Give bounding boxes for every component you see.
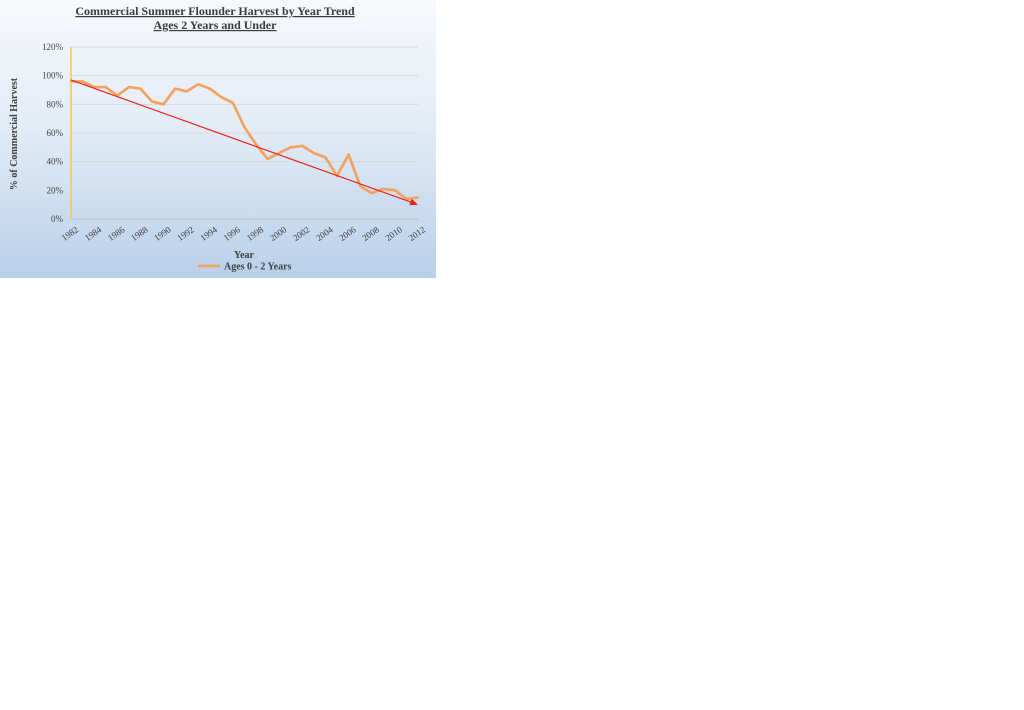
x-tick-label: 2012 [407, 224, 427, 243]
x-tick-label: 1992 [175, 224, 195, 243]
x-tick-label: 1984 [83, 224, 104, 243]
chart-subtitle: Ages 2 Years and Under [154, 18, 278, 32]
x-axis-label: Year [234, 250, 255, 261]
chart-title: Commercial Summer Flounder Harvest by Ye… [75, 4, 355, 18]
series-line [69, 80, 420, 201]
x-tick-label: 2008 [360, 224, 381, 243]
x-tick-label: 1990 [152, 224, 173, 243]
gridlines [71, 46, 418, 191]
line-chart: Commercial Summer Flounder Harvest by Ye… [9, 4, 427, 273]
x-tick-label: 2000 [268, 224, 289, 243]
y-tick-label: 60% [47, 128, 64, 138]
legend: Ages 0 - 2 Years [198, 262, 292, 273]
x-tick-label: 2002 [291, 224, 311, 243]
chart-panel: Commercial Summer Flounder Harvest by Ye… [0, 0, 436, 278]
series-layer [69, 80, 420, 201]
x-axis-ticks: 1982 1984 1986 1988 1990 1992 1994 1996 1998 2000… [60, 224, 427, 243]
legend-label: Ages 0 - 2 Years [224, 262, 292, 273]
y-axis-label: % of Commercial Harvest [9, 77, 20, 190]
x-tick-label: 2010 [384, 224, 405, 243]
y-tick-label: 120% [42, 42, 64, 52]
y-tick-label: 0% [51, 214, 64, 224]
y-tick-label: 40% [47, 157, 64, 167]
x-tick-label: 2004 [314, 224, 335, 243]
x-tick-label: 1996 [222, 224, 243, 243]
y-axis-ticks: 0% 20% 40% 60% 80% 100% 120% [42, 42, 64, 224]
x-tick-label: 1994 [198, 224, 219, 243]
x-tick-label: 1982 [60, 224, 80, 243]
trendline-layer [70, 79, 418, 206]
y-tick-label: 100% [42, 71, 64, 81]
y-tick-label: 20% [47, 185, 64, 195]
trendline-arrowhead [409, 198, 418, 206]
x-tick-label: 1988 [129, 224, 150, 243]
x-tick-label: 2006 [337, 224, 358, 243]
x-tick-label: 1998 [245, 224, 266, 243]
y-tick-label: 80% [47, 99, 64, 109]
trendline [70, 79, 411, 203]
x-tick-label: 1986 [106, 224, 127, 243]
